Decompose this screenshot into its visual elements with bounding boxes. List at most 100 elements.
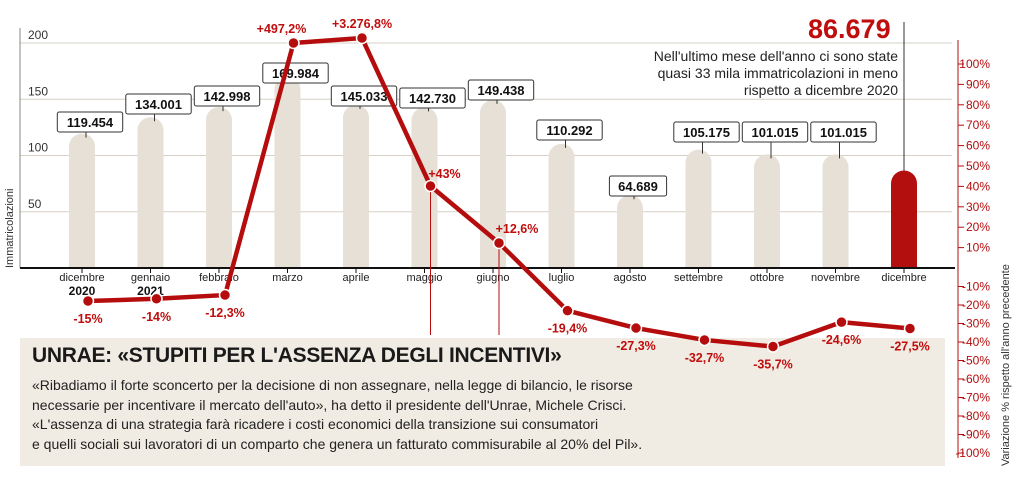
bar-value-box: [673, 121, 740, 143]
variation-point: [218, 288, 232, 302]
article-box: [20, 338, 945, 466]
bar-value-label: 119.454: [67, 115, 114, 130]
variation-point: [355, 31, 369, 45]
right-axis-tick-label: -80%: [962, 409, 990, 423]
variation-label: -27,3%: [616, 339, 656, 353]
bar: [822, 154, 849, 268]
variation-point: [698, 333, 711, 347]
bar: [617, 195, 643, 268]
variation-point: [81, 294, 95, 308]
variation-point: [561, 304, 574, 317]
callout-note-line: Nell'ultimo mese dell'anno ci sono state: [653, 48, 898, 64]
bar: [754, 154, 780, 268]
bar-value-label: 149.438: [478, 83, 525, 98]
variation-point: [629, 321, 643, 335]
highlight-bar: [891, 170, 917, 268]
right-axis-tick-label: -100%: [955, 446, 990, 460]
variation-label: -15%: [73, 312, 102, 326]
right-axis-tick-label: 70%: [966, 118, 990, 132]
bar: [343, 104, 369, 268]
left-axis-tick-label: 50: [28, 197, 42, 211]
month-label: luglio: [549, 272, 575, 284]
left-axis-tick-label: 100: [28, 141, 48, 155]
variation-point: [492, 236, 506, 250]
callout-note-line: rispetto a dicembre 2020: [743, 82, 898, 98]
bar-value-label: 101.015: [820, 125, 867, 140]
variation-label: +3.276,8%: [332, 17, 392, 31]
month-label: settembre: [674, 272, 723, 284]
bar-value-label: 145.033: [341, 89, 388, 104]
article-headline: UNRAE: «STUPITI PER L'ASSENZA DEGLI INCE…: [32, 344, 562, 367]
variation-label: +497,2%: [257, 22, 307, 36]
month-label: giugno: [476, 272, 509, 284]
bar-value-label: 142.998: [204, 89, 251, 104]
callout-value: 86.679: [808, 14, 891, 44]
month-label: agosto: [613, 272, 646, 284]
month-label: dicembre: [59, 272, 104, 284]
variation-point: [766, 340, 780, 353]
right-axis-tick-label: 100%: [959, 57, 990, 71]
variation-point: [903, 322, 917, 335]
variation-label: -35,7%: [753, 358, 793, 372]
callout-note: Nell'ultimo mese dell'anno ci sono state…: [600, 48, 898, 99]
bar-value-box: [125, 93, 192, 115]
month-label: aprile: [343, 272, 370, 284]
variation-point: [150, 292, 163, 306]
left-axis-tick-label: 150: [28, 84, 48, 98]
callout-note-line: quasi 33 mila immatricolazioni in meno: [657, 65, 898, 81]
bar: [137, 117, 164, 268]
variation-label: -19,4%: [548, 322, 588, 336]
bar-value-box: [810, 121, 877, 143]
article-line: necessarie per incentivare il mercato de…: [32, 396, 627, 413]
bar-value-box: [193, 85, 261, 107]
right-axis-tick-label: 40%: [966, 179, 990, 193]
right-axis-tick-label: -30%: [962, 317, 990, 331]
bar-value-box: [56, 111, 124, 133]
variation-label: +12,6%: [496, 222, 539, 236]
bar-value-label: 169.984: [272, 66, 320, 81]
right-axis-tick-label: -90%: [962, 428, 990, 442]
right-axis-tick-label: 10%: [966, 241, 990, 255]
article-line: «L'assenza di una strategia farà ricader…: [32, 416, 599, 432]
bar: [480, 99, 506, 268]
right-axis-tick-label: -60%: [962, 372, 990, 386]
variation-point: [287, 36, 300, 50]
right-axis-title: Variazione % rispetto all'anno precedent…: [1000, 264, 1012, 466]
bar: [274, 76, 301, 268]
right-axis-tick-label: -40%: [962, 335, 990, 349]
variation-label: -32,7%: [685, 351, 725, 365]
right-axis-tick-label: -70%: [962, 391, 990, 405]
month-label: marzo: [272, 272, 303, 284]
variation-label: -12,3%: [205, 306, 245, 320]
month-label: dicembre: [881, 272, 926, 284]
bar-value-box: [330, 85, 398, 107]
right-axis-tick-label: -50%: [962, 354, 990, 368]
variation-label: +43%: [428, 167, 460, 181]
bar-value-box: [608, 175, 668, 197]
month-label: novembre: [811, 272, 860, 284]
variation-point: [835, 315, 848, 329]
article-body: «Ribadiamo il forte sconcerto per la dec…: [32, 376, 692, 454]
article-line: «Ribadiamo il forte sconcerto per la dec…: [32, 377, 633, 393]
bar: [685, 149, 712, 268]
right-axis-tick-label: 60%: [966, 139, 990, 153]
bar-value-label: 64.689: [618, 179, 658, 194]
left-axis-title: Immatricolazioni: [4, 189, 16, 268]
variation-label: -27,5%: [890, 340, 930, 354]
bar-value-label: 134.001: [135, 97, 182, 112]
right-axis-tick-label: -10%: [962, 280, 990, 294]
right-axis-tick-label: -20%: [962, 298, 990, 312]
bar-value-label: 101.015: [752, 125, 799, 140]
right-axis-tick-label: 20%: [966, 220, 990, 234]
bar-value-box: [467, 79, 535, 101]
bar: [206, 107, 232, 268]
bar-value-box: [741, 121, 809, 143]
right-axis-tick-label: 30%: [966, 200, 990, 214]
bar: [548, 143, 575, 268]
bar: [69, 133, 95, 268]
left-axis-tick-label: 200: [28, 28, 48, 42]
bar-value-label: 142.730: [409, 91, 456, 106]
bar-value-box: [536, 119, 603, 141]
variation-label: -14%: [142, 310, 171, 324]
